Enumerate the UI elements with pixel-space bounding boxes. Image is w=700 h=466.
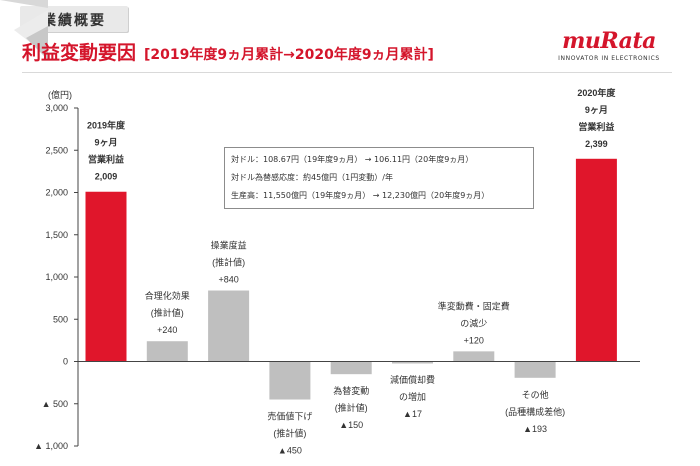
bar-category-label: の減少 — [460, 317, 487, 328]
y-tick-label: 1,000 — [45, 272, 68, 282]
bar-category-label: の増加 — [399, 391, 426, 402]
change-bar — [146, 341, 188, 362]
page-subtitle: [2019年度9ヵ月累計→2020年度9ヵ月累計] — [144, 47, 434, 63]
change-bar — [514, 361, 556, 378]
bar-value-label: +120 — [464, 335, 484, 345]
title-divider — [22, 72, 672, 73]
logo-wordmark: muRata — [562, 28, 656, 54]
total-bar — [85, 191, 127, 362]
bar-category-label: (品種構成差他) — [505, 406, 565, 417]
logo-tagline: INNOVATOR IN ELECTRONICS — [558, 55, 660, 62]
y-tick-label: ▲ 1,000 — [34, 441, 68, 451]
bar-value-label: ▲17 — [403, 409, 422, 419]
corner-decoration — [0, 0, 48, 60]
page-title: 利益変動要因 [2019年度9ヵ月累計→2020年度9ヵ月累計] — [22, 38, 434, 65]
change-bar — [330, 361, 372, 375]
change-bar — [453, 351, 495, 362]
change-bar — [208, 290, 250, 362]
bar-value-label: 2,009 — [95, 172, 118, 182]
bar-category-label: 9ヶ月 — [94, 138, 117, 148]
bar-category-label: 2020年度 — [577, 87, 616, 98]
y-tick-label: 1,500 — [45, 230, 68, 240]
y-tick-label: ▲ 500 — [42, 399, 68, 409]
murata-logo: muRata INNOVATOR IN ELECTRONICS — [544, 28, 674, 68]
bar-category-label: 合理化効果 — [145, 290, 190, 301]
bar-value-label: ▲450 — [278, 446, 302, 456]
bar-category-label: (推計値) — [151, 307, 184, 318]
y-tick-label: 500 — [53, 314, 68, 324]
bar-value-label: +840 — [218, 275, 238, 285]
y-tick-label: 0 — [63, 357, 68, 367]
bar-category-label: 減価償却費 — [390, 374, 435, 385]
total-bar — [575, 158, 617, 362]
bar-category-label: 売価値下げ — [267, 411, 312, 422]
bar-category-label: その他 — [522, 389, 549, 400]
bar-category-label: 2019年度 — [87, 120, 126, 131]
change-bar — [269, 361, 311, 400]
bar-category-label: (推計値) — [335, 402, 368, 413]
assumption-production: 生産高：11,550億円（19年度9ヵ月） → 12,230億円（20年度9ヵ月… — [231, 191, 490, 200]
bar-category-label: (推計値) — [273, 428, 306, 439]
assumptions-box: 対ドル：108.67円（19年度9ヵ月） → 106.11円（20年度9ヵ月） … — [224, 147, 534, 209]
bar-category-label: 営業利益 — [578, 121, 614, 132]
page-title-text: 利益変動要因 — [22, 42, 137, 64]
bar-value-label: ▲150 — [339, 420, 363, 430]
bar-value-label: 2,399 — [585, 139, 608, 149]
bar-category-label: (推計値) — [212, 257, 245, 268]
bar-category-label: 為替変動 — [333, 385, 369, 396]
change-bar — [392, 361, 433, 364]
assumption-usd-rate: 対ドル：108.67円（19年度9ヵ月） → 106.11円（20年度9ヵ月） — [231, 155, 474, 164]
y-tick-label: 3,000 — [45, 103, 68, 113]
bar-value-label: ▲193 — [523, 424, 547, 434]
y-tick-label: 2,500 — [45, 145, 68, 155]
bar-category-label: 9ヶ月 — [585, 105, 608, 115]
bar-category-label: 準変動費・固定費 — [438, 300, 510, 311]
bar-category-label: 操業度益 — [211, 240, 247, 251]
y-axis-unit-label: (億円) — [48, 89, 72, 100]
section-tag-label: 業績概要 — [42, 13, 106, 29]
bar-category-label: 営業利益 — [88, 154, 124, 165]
assumption-fx-sensitivity: 対ドル為替感応度：約45億円（1円変動）/年 — [231, 173, 393, 182]
y-tick-label: 2,000 — [45, 188, 68, 198]
bar-value-label: +240 — [157, 325, 177, 335]
